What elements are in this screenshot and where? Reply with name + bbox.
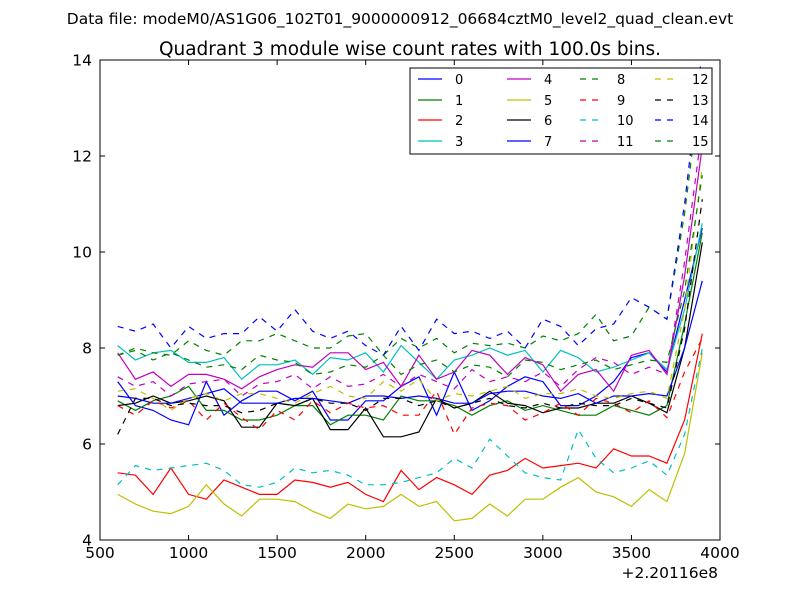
- x-tick-label: 4000: [700, 544, 739, 562]
- series-line-11: [117, 127, 703, 397]
- series-line-0: [117, 227, 703, 426]
- data-file-suptitle: Data file: modeM0/AS1G06_102T01_90000009…: [67, 10, 733, 29]
- y-tick-label: 10: [72, 244, 92, 262]
- y-tick-label: 4: [82, 532, 92, 550]
- x-tick-label: 2500: [435, 544, 474, 562]
- series-line-7: [117, 280, 703, 404]
- series-layer: [117, 60, 703, 522]
- series-line-15: [117, 175, 703, 378]
- chart-title: Quadrant 3 module wise count rates with …: [159, 39, 661, 60]
- legend-label-8: 8: [617, 73, 625, 88]
- plot-frame: [99, 59, 721, 541]
- y-tick-label: 8: [82, 340, 92, 358]
- series-line-2: [117, 333, 703, 503]
- x-tick-label: 3000: [523, 544, 562, 562]
- series-line-1: [117, 232, 703, 426]
- x-tick-label: 3500: [612, 544, 651, 562]
- x-tick-label: 500: [85, 544, 115, 562]
- y-tick-label: 14: [72, 52, 92, 70]
- y-tick-label: 12: [72, 148, 92, 166]
- series-line-10: [117, 347, 703, 488]
- legend-label-5: 5: [544, 94, 552, 109]
- legend-label-1: 1: [455, 94, 463, 109]
- legend-label-3: 3: [455, 135, 463, 150]
- legend-label-4: 4: [544, 73, 552, 88]
- series-line-3: [117, 223, 703, 381]
- x-tick-label: 1000: [169, 544, 208, 562]
- legend-label-0: 0: [455, 73, 463, 88]
- legend-box: [409, 67, 713, 155]
- series-line-9: [117, 338, 703, 436]
- legend-label-11: 11: [617, 135, 634, 150]
- y-tick-label: 6: [82, 436, 92, 454]
- legend-label-6: 6: [544, 114, 552, 129]
- legend-label-15: 15: [692, 135, 709, 150]
- series-line-12: [117, 165, 703, 412]
- series-line-6: [117, 242, 703, 438]
- legend-label-14: 14: [692, 114, 709, 129]
- legend-label-13: 13: [692, 94, 709, 109]
- series-line-5: [117, 352, 703, 522]
- x-tick-label: 1500: [257, 544, 296, 562]
- legend-label-12: 12: [692, 73, 709, 88]
- series-line-13: [117, 199, 703, 435]
- legend-label-10: 10: [617, 114, 634, 129]
- legend-label-7: 7: [544, 135, 552, 150]
- legend-label-2: 2: [455, 114, 463, 129]
- series-line-14: [117, 60, 702, 356]
- x-offset-label: +2.20116e8: [622, 564, 718, 582]
- series-line-4: [117, 146, 703, 393]
- legend-label-9: 9: [617, 94, 625, 109]
- x-tick-label: 2000: [346, 544, 385, 562]
